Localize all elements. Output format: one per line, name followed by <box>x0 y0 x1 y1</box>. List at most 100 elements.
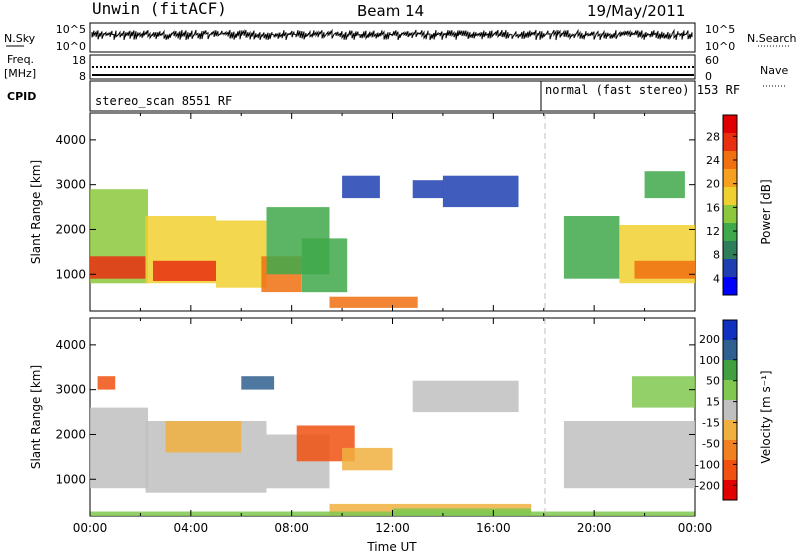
xtick-label: 00:00 <box>73 521 108 535</box>
ytick-label: 1000 <box>55 472 86 486</box>
power-region <box>153 260 216 281</box>
colorbar-swatch <box>723 440 737 461</box>
colorbar-swatch <box>723 480 737 501</box>
noise-panel-frame <box>89 22 696 53</box>
freq-panel-frame <box>89 54 696 80</box>
velocity-ylabel: Slant Range [km] <box>29 365 43 469</box>
nsky-label: N.Sky <box>4 32 36 45</box>
velocity-region <box>165 421 242 453</box>
xtick-label: 08:00 <box>274 521 309 535</box>
colorbar-tick-label: 200 <box>699 333 720 346</box>
freq-label-line1: Freq. <box>7 53 34 66</box>
colorbar-swatch <box>723 205 737 224</box>
colorbar-tick-label: 100 <box>699 354 720 367</box>
nave-label: Nave <box>760 64 788 77</box>
colorbar-tick-label: 20 <box>706 178 720 191</box>
colorbar-swatch <box>723 380 737 401</box>
ytick-label: 3000 <box>55 383 86 397</box>
velocity-region <box>563 421 695 489</box>
colorbar-tick-label: 16 <box>706 201 720 214</box>
nave-tick-low: 0 <box>705 70 712 83</box>
power-region <box>342 175 380 199</box>
colorbar-swatch <box>723 460 737 481</box>
colorbar-swatch <box>723 360 737 381</box>
colorbar-tick-label: -100 <box>695 458 720 471</box>
colorbar-swatch <box>723 169 737 188</box>
nsearch-label: N.Search <box>747 32 797 45</box>
colorbar-tick-label: -200 <box>695 479 720 492</box>
freq-tick-high: 18 <box>72 54 86 67</box>
xtick-label: 04:00 <box>174 521 209 535</box>
velocity-region <box>342 447 393 471</box>
freq-label-line2: [MHz] <box>4 67 36 80</box>
ytick-label: 3000 <box>55 178 86 192</box>
colorbar-swatch <box>723 277 737 296</box>
noise-tick-left-low: 10^0 <box>56 40 86 53</box>
ytick-label: 4000 <box>55 133 86 147</box>
velocity-region <box>412 380 519 413</box>
colorbar-swatch <box>723 400 737 421</box>
colorbar-swatch <box>723 151 737 170</box>
power-region <box>634 260 695 279</box>
power-region <box>329 296 418 308</box>
colorbar-tick-label: 4 <box>713 272 720 285</box>
xtick-label: 00:00 <box>678 521 713 535</box>
xtick-label: 20:00 <box>577 521 612 535</box>
colorbar-tick-label: 28 <box>706 130 720 143</box>
beam-title: Beam 14 <box>357 2 424 20</box>
power-region <box>563 216 620 279</box>
velocity-colorbar-label: Velocity [m s⁻¹] <box>759 370 773 463</box>
velocity-region <box>97 376 116 390</box>
power-region <box>301 238 348 293</box>
noise-trace <box>91 28 693 41</box>
colorbar-swatch <box>723 115 737 134</box>
colorbar-tick-label: 50 <box>706 375 720 388</box>
noise-tick-right-high: 10^5 <box>705 23 735 36</box>
nave-tick-high: 60 <box>705 54 719 67</box>
velocity-colorbar: 200 100 50 15 -15 -50 -100 -200 <box>695 319 738 501</box>
noise-tick-right-low: 10^0 <box>705 40 735 53</box>
noise-tick-left-high: 10^5 <box>56 23 86 36</box>
ytick-label: 2000 <box>55 222 86 236</box>
ytick-label: 4000 <box>55 338 86 352</box>
power-colorbar-label: Power [dB] <box>759 179 773 244</box>
colorbar-swatch <box>723 223 737 242</box>
xtick-label: 16:00 <box>476 521 511 535</box>
colorbar-tick-label: -15 <box>702 417 720 430</box>
colorbar-swatch <box>723 133 737 152</box>
xtick-label: 12:00 <box>375 521 410 535</box>
velocity-panel: 1000 2000 3000 4000 00:00 04:00 08:00 12:00 16:0… <box>55 317 713 535</box>
cpid-label: CPID <box>7 90 36 103</box>
velocity-region <box>632 376 695 408</box>
colorbar-tick-label: 8 <box>713 249 720 262</box>
velocity-region <box>90 407 148 489</box>
colorbar-frame <box>722 114 738 296</box>
colorbar-swatch <box>723 241 737 260</box>
colorbar-swatch <box>723 340 737 361</box>
power-region <box>412 180 443 199</box>
colorbar-tick-label: 12 <box>706 225 720 238</box>
power-region <box>442 175 519 208</box>
ytick-label: 2000 <box>55 427 86 441</box>
colorbar-swatch <box>723 187 737 206</box>
colorbar-swatch <box>723 420 737 441</box>
power-colorbar: 28 24 20 16 12 8 4 <box>706 114 738 296</box>
colorbar-tick-label: -50 <box>702 437 720 450</box>
power-panel: 1000 2000 3000 4000 <box>55 112 696 312</box>
station-title: Unwin (fitACF) <box>92 0 227 18</box>
time-axis-label: Time UT <box>366 540 417 554</box>
cpid-panel-frame <box>89 80 696 112</box>
power-region <box>216 220 267 288</box>
colorbar-tick-label: 15 <box>706 396 720 409</box>
power-region <box>644 171 685 199</box>
ytick-label: 1000 <box>55 267 86 281</box>
power-ylabel: Slant Range [km] <box>29 160 43 264</box>
cpid-segment-1: stereo_scan 8551 RF <box>95 94 232 108</box>
freq-tick-low: 8 <box>79 70 86 83</box>
date-title: 19/May/2011 <box>587 2 685 20</box>
velocity-region <box>241 376 275 390</box>
colorbar-swatch <box>723 259 737 278</box>
power-region <box>90 256 146 279</box>
colorbar-tick-label: 24 <box>706 154 720 167</box>
